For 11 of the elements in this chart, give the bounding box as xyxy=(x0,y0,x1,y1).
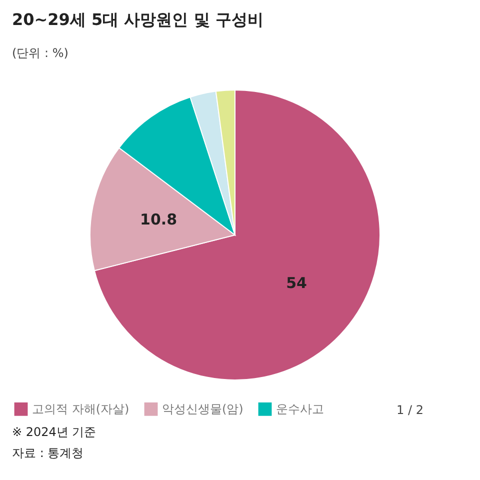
text: ※ 2024년 기준 xyxy=(12,425,96,439)
chart-subtitle: (단위 : %) xyxy=(12,46,68,60)
text: 1 / 2 xyxy=(396,403,424,417)
data-label: 10.8 xyxy=(140,210,178,229)
legend-label: 악성신생물(암) xyxy=(162,402,244,416)
chart-title: 20~29세 5대 사망원인 및 구성비 xyxy=(12,10,264,29)
legend-label: 고의적 자해(자살) xyxy=(32,402,130,416)
text: 자료 : 통계청 xyxy=(12,446,84,460)
pie-slice xyxy=(94,90,380,380)
data-label: 54 xyxy=(286,274,307,292)
legend-label: 운수사고 xyxy=(276,402,324,416)
